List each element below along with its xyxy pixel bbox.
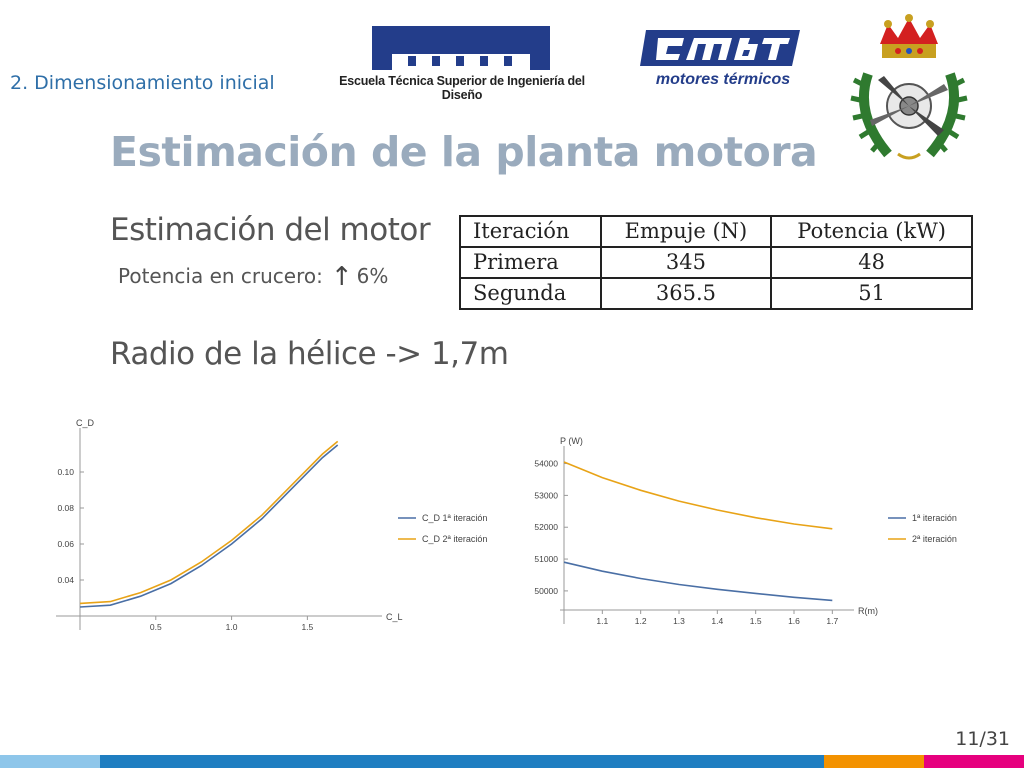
x-tick-label: 1.4 bbox=[711, 616, 723, 626]
table-cell: Primera bbox=[459, 246, 602, 279]
x-tick-label: 1.5 bbox=[750, 616, 762, 626]
subtitle-engine-estimation: Estimación del motor bbox=[110, 212, 431, 248]
section-label: 2. Dimensionamiento inicial bbox=[10, 72, 275, 94]
x-tick-label: 1.5 bbox=[301, 622, 313, 632]
footer-segment bbox=[924, 755, 1024, 768]
x-tick-label: 1.2 bbox=[635, 616, 647, 626]
footer-segment bbox=[0, 755, 100, 768]
aeronautical-crest-icon bbox=[848, 14, 970, 166]
footer-segment bbox=[100, 755, 824, 768]
y-tick-label: 53000 bbox=[534, 490, 558, 500]
table-header-cell: Iteración bbox=[459, 215, 602, 248]
table-header-row: Iteración Empuje (N) Potencia (kW) bbox=[459, 215, 973, 248]
x-axis-label: R(m) bbox=[858, 606, 878, 616]
table-cell: 48 bbox=[770, 246, 973, 279]
cmt-logo-caption: motores térmicos bbox=[655, 71, 791, 88]
series-line-1 bbox=[79, 444, 339, 608]
x-tick-label: 1.0 bbox=[226, 622, 238, 632]
cmt-logo: motores térmicos bbox=[640, 26, 806, 96]
iteration-table: Iteración Empuje (N) Potencia (kW) Prime… bbox=[459, 215, 973, 310]
propeller-radius-line: Radio de la hélice -> 1,7m bbox=[110, 336, 509, 372]
series-line-2 bbox=[563, 461, 833, 530]
x-tick-label: 1.3 bbox=[673, 616, 685, 626]
series-line-2 bbox=[79, 440, 339, 605]
y-axis-label: C_D bbox=[76, 418, 95, 428]
y-tick-label: 0.10 bbox=[57, 467, 74, 477]
cruise-power-label: Potencia en crucero: bbox=[118, 264, 323, 288]
x-tick-label: 1.6 bbox=[788, 616, 800, 626]
legend-label: 2ª iteración bbox=[912, 534, 957, 544]
legend-label: C_D 1ª iteración bbox=[422, 513, 487, 523]
cmt-logo-mark bbox=[640, 30, 800, 66]
table-header-cell: Empuje (N) bbox=[599, 215, 773, 248]
y-tick-label: 51000 bbox=[534, 554, 558, 564]
table-row: Segunda 365.5 51 bbox=[459, 277, 973, 310]
table-cell: 345 bbox=[599, 246, 773, 279]
table-cell: 365.5 bbox=[599, 277, 773, 310]
x-tick-label: 0.5 bbox=[150, 622, 162, 632]
y-axis-label: P (W) bbox=[560, 436, 583, 446]
legend-label: 1ª iteración bbox=[912, 513, 957, 523]
x-tick-label: 1.1 bbox=[596, 616, 608, 626]
footer-color-bar bbox=[0, 755, 1024, 768]
y-tick-label: 52000 bbox=[534, 522, 558, 532]
y-tick-label: 0.04 bbox=[57, 575, 74, 585]
etsid-logo-caption: Escuela Técnica Superior de Ingeniería d… bbox=[339, 74, 585, 102]
legend-label: C_D 2ª iteración bbox=[422, 534, 487, 544]
table-row: Primera 345 48 bbox=[459, 246, 973, 279]
etsid-logo-mark bbox=[372, 26, 550, 70]
power-vs-radius-chart: P (W) R(m) 1.1 1.2 1.3 1.4 1.5 1.6 1.7 50000 51000… bbox=[534, 436, 957, 626]
y-tick-label: 54000 bbox=[534, 459, 558, 469]
series-line-1 bbox=[563, 561, 833, 602]
table-header-cell: Potencia (kW) bbox=[770, 215, 973, 248]
up-arrow-icon: ↑ bbox=[330, 262, 353, 292]
cruise-power-row: Potencia en crucero: ↑ 6% bbox=[118, 262, 388, 292]
y-tick-label: 0.06 bbox=[57, 539, 74, 549]
cruise-power-value: 6% bbox=[356, 264, 389, 288]
etsid-logo: Escuela Técnica Superior de Ingeniería d… bbox=[330, 24, 594, 102]
slide-title: Estimación de la planta motora bbox=[110, 128, 818, 176]
table-cell: Segunda bbox=[459, 277, 602, 310]
footer-segment bbox=[824, 755, 924, 768]
x-axis-label: C_L bbox=[386, 612, 403, 622]
page-number: 11/31 bbox=[955, 728, 1010, 750]
y-tick-label: 50000 bbox=[534, 586, 558, 596]
table-cell: 51 bbox=[770, 277, 973, 310]
y-tick-label: 0.08 bbox=[57, 503, 74, 513]
drag-polar-chart: C_D C_L 0.5 1.0 1.5 0.04 0.06 0.08 0.10 C_D 1ª it… bbox=[56, 418, 487, 632]
x-tick-label: 1.7 bbox=[826, 616, 838, 626]
